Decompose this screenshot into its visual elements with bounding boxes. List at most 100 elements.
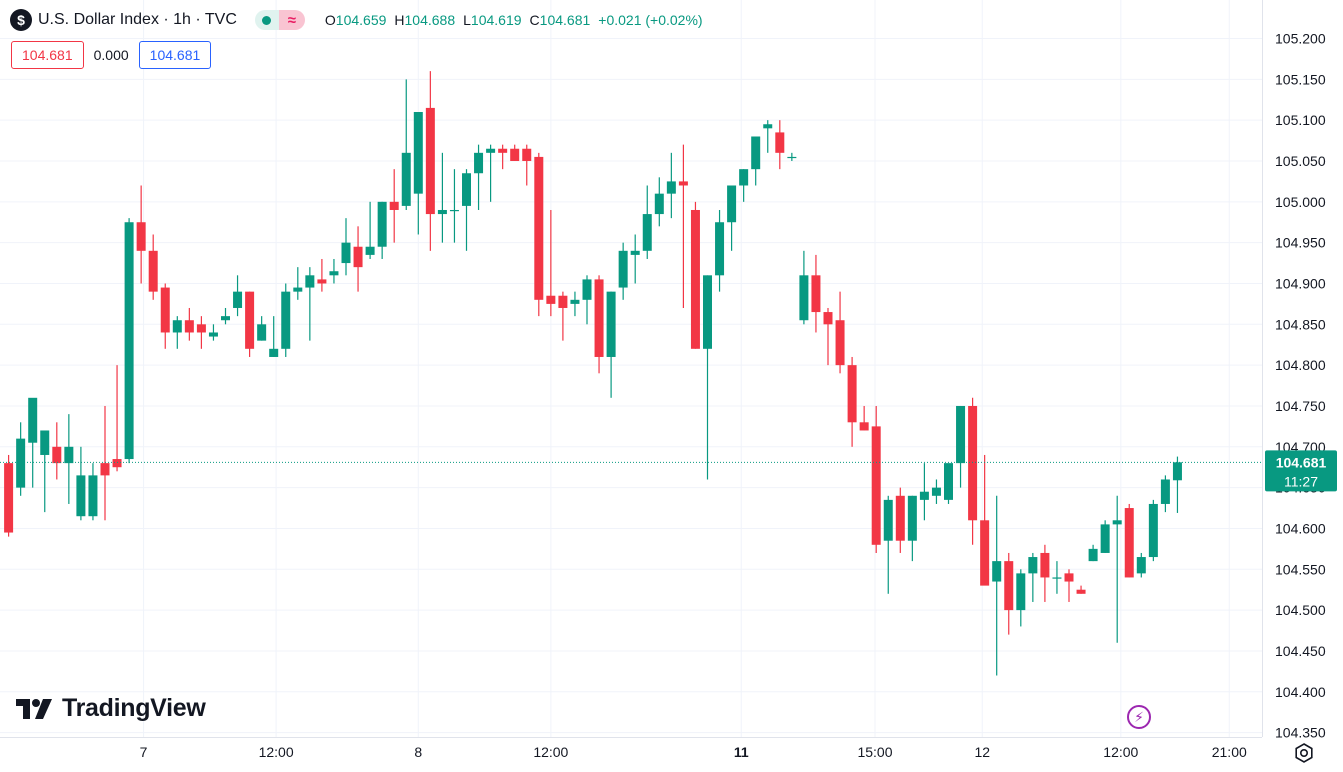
candle-body [703, 275, 712, 349]
candle-body [293, 287, 303, 292]
candle [88, 463, 98, 521]
y-tick-label: 104.400 [1275, 684, 1326, 700]
candle-body [221, 316, 230, 321]
y-tick-label: 105.100 [1275, 112, 1326, 128]
candle [365, 201, 375, 259]
candle-body [40, 430, 50, 455]
candle [1148, 499, 1158, 562]
candle-body [76, 475, 86, 517]
candle [377, 201, 387, 259]
candle-body [269, 348, 279, 357]
candle-body [88, 475, 98, 517]
candle [811, 254, 821, 333]
price-axis-pane[interactable] [1262, 0, 1343, 772]
candle [956, 405, 966, 488]
time-axis[interactable]: 7 12:00 8 12:00 11 15:00 12 12:00 21:00 [0, 737, 1262, 761]
x-tick-label: 7 [140, 744, 148, 760]
candle-body [618, 250, 628, 288]
candle [486, 144, 496, 202]
price-label-countdown: 11:27 [1284, 473, 1318, 489]
candle-body [522, 148, 532, 161]
y-tick-label: 104.950 [1275, 235, 1326, 251]
candle-body [823, 312, 833, 325]
candle-body [1076, 589, 1086, 594]
candle-body [1148, 503, 1158, 558]
settings-gear-icon[interactable] [1294, 743, 1314, 763]
candle-body [1136, 557, 1146, 574]
candle-body [835, 320, 845, 366]
candle [124, 218, 134, 464]
candle-body [895, 495, 905, 541]
y-tick-label: 105.200 [1275, 31, 1326, 47]
candle-body [690, 209, 700, 349]
candle-body [1064, 573, 1074, 582]
candle [425, 71, 435, 251]
candle-body [112, 459, 122, 468]
symbol-legend: $ U.S. Dollar Index · 1h · TVC ≈ O104.65… [10, 8, 703, 32]
price-axis[interactable]: 105.200 105.150 105.100 105.050 105.000 104.9… [1262, 0, 1343, 772]
candle [919, 463, 929, 521]
candle-body [365, 246, 375, 255]
current-price-label: 104.681 11:27 [1265, 450, 1337, 492]
candle-body [498, 148, 508, 153]
lightning-icon[interactable]: ⚡ [1127, 705, 1151, 729]
candle-body [775, 132, 785, 153]
candle-body [968, 405, 978, 521]
candle-body [281, 291, 291, 349]
tradingview-logo[interactable]: TradingView [16, 694, 206, 723]
ohlc-values: O104.659 H104.688 L104.619 C104.681 +0.0… [324, 12, 703, 28]
candle [594, 275, 604, 374]
candle-body [582, 279, 592, 300]
candle [775, 120, 785, 170]
candle-body [739, 169, 749, 186]
status-pill[interactable]: ≈ [254, 10, 305, 30]
delayed-icon: ≈ [278, 10, 305, 30]
x-tick-label: 12:00 [533, 744, 568, 760]
candle [1004, 552, 1014, 635]
candle-body [919, 491, 929, 500]
candle-body [148, 250, 158, 292]
candle-body [245, 291, 255, 349]
x-tick-label: 21:00 [1212, 744, 1247, 760]
buy-price-button[interactable]: 104.681 [138, 41, 212, 69]
y-tick-label: 104.550 [1275, 561, 1326, 577]
y-tick-label: 105.150 [1275, 71, 1326, 87]
candle-body [389, 201, 399, 210]
y-tick-label: 104.350 [1275, 725, 1326, 741]
candle-body [859, 422, 869, 431]
candle [510, 144, 520, 161]
candle [630, 234, 640, 284]
candle [727, 185, 737, 251]
candle-body [425, 107, 435, 215]
candle-body [1052, 577, 1062, 579]
candle [341, 218, 351, 276]
candle [1076, 585, 1086, 594]
candle [522, 144, 532, 186]
candle-body [570, 299, 580, 304]
candle-body [172, 320, 182, 333]
candle [389, 169, 399, 243]
candle [558, 291, 568, 341]
symbol-title[interactable]: U.S. Dollar Index · 1h · TVC [38, 11, 237, 28]
candle-body [208, 332, 218, 337]
candle [907, 495, 917, 562]
candle [76, 446, 86, 521]
trade-row: 104.681 0.000 104.681 [11, 41, 212, 69]
sell-price-button[interactable]: 104.681 [11, 41, 84, 69]
x-tick-label: 8 [414, 744, 422, 760]
candle [582, 275, 592, 325]
x-tick-label: 12:00 [259, 744, 294, 760]
candle [931, 479, 941, 504]
candle-body [28, 397, 38, 443]
candle [1088, 544, 1098, 562]
candle [100, 405, 110, 521]
candle [968, 397, 978, 545]
candle-body [931, 487, 941, 496]
candle-body [341, 242, 351, 264]
candle [642, 185, 652, 259]
candle [64, 414, 74, 504]
candle [305, 267, 315, 341]
spread-value: 0.000 [93, 47, 129, 63]
candle-body [751, 136, 761, 170]
